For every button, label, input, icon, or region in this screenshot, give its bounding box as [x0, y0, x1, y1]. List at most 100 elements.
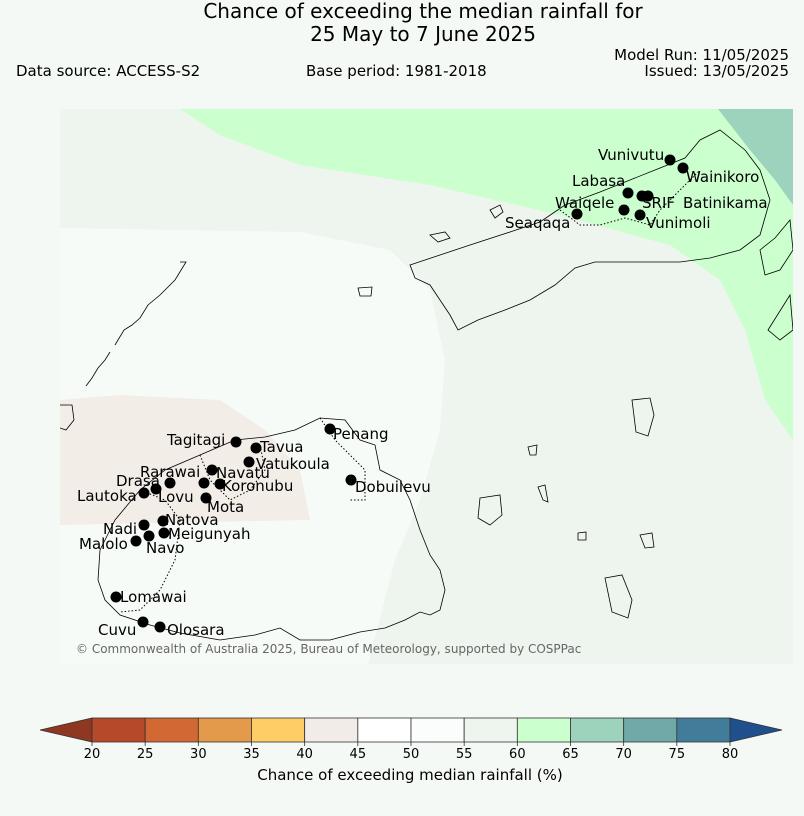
town-penang: Penang — [324, 423, 388, 443]
town-label: Koronubu — [222, 477, 293, 495]
town-label: Vunimoli — [646, 214, 711, 232]
base-period: Base period: 1981-2018 — [306, 62, 487, 80]
island-9 — [577, 531, 587, 541]
colorbar: 20 25 30 35 40 45 50 55 60 65 70 75 80 — [39, 717, 783, 762]
island-8 — [639, 532, 655, 549]
town-navatu: Navatu — [198, 464, 270, 489]
town-label: Navo — [146, 539, 184, 557]
colorbar-tick-label: 75 — [669, 747, 686, 762]
colorbar-swatch — [570, 717, 625, 743]
colorbar-swatch — [304, 717, 359, 743]
town-marker-dot — [324, 423, 336, 435]
town-dobuilevu: Dobuilevu — [345, 474, 431, 496]
district-boundaries — [119, 169, 701, 613]
colorbar-tick-label: 60 — [509, 747, 526, 762]
town-label: Lautoka — [77, 487, 137, 505]
town-marker-dot — [143, 530, 155, 542]
island-6 — [527, 444, 538, 456]
colorbar-tick-label: 40 — [296, 747, 313, 762]
town-markers: Vunivutu Wainikoro Labasa Waiqele SRIF Batini… — [77, 146, 768, 639]
colorbar-swatch — [623, 717, 678, 743]
colorbar-over-arrow — [729, 717, 783, 743]
town-marker-dot — [677, 162, 689, 174]
town-marker-dot — [230, 436, 242, 448]
band-45-50 — [60, 395, 310, 525]
town-label: Tavua — [259, 438, 303, 456]
western-islets — [60, 404, 75, 431]
town-srif: SRIF — [636, 190, 675, 212]
town-label: Batinikama — [683, 194, 768, 212]
town-batinikama: Batinikama — [642, 190, 768, 212]
town-vatukoula: Vatukoula — [243, 455, 330, 473]
data-source: Data source: ACCESS-S2 — [16, 62, 201, 80]
town-meigunyah: Meigunyah — [158, 525, 250, 543]
colorbar-swatch — [676, 717, 731, 743]
town-marker-dot — [642, 190, 654, 202]
town-rarawai: Rarawai — [140, 463, 218, 481]
town-marker-dot — [250, 442, 262, 454]
island-4 — [604, 574, 633, 619]
colorbar-swatch — [91, 717, 146, 743]
town-tagitagi: Tagitagi — [166, 431, 242, 449]
lau-islet — [489, 204, 504, 219]
town-label: Vunivutu — [598, 146, 664, 164]
town-label: Mota — [207, 498, 244, 516]
colorbar-tick-label: 50 — [403, 747, 420, 762]
copyright-notice: © Commonwealth of Australia 2025, Bureau… — [76, 642, 581, 656]
town-label: Rarawai — [140, 463, 200, 481]
town-label: Nadi — [103, 520, 137, 538]
colorbar-tick-label: 55 — [456, 747, 473, 762]
town-marker-dot — [137, 616, 149, 628]
town-label: Lovu — [158, 488, 194, 506]
colorbar-title: Chance of exceeding median rainfall (%) — [257, 766, 562, 784]
town-label: Seaqaqa — [505, 214, 570, 232]
town-label: Lomawai — [120, 588, 187, 606]
town-marker-dot — [158, 527, 170, 539]
yasawa-south — [85, 351, 111, 387]
town-vunivutu: Vunivutu — [598, 146, 676, 166]
town-natova: Natova — [157, 511, 219, 529]
colorbar-swatch — [144, 717, 199, 743]
viti-levu-coast — [97, 417, 446, 641]
town-malolo: Malolo — [79, 535, 142, 553]
town-marker-dot — [138, 519, 150, 531]
town-tavua: Tavua — [250, 438, 303, 456]
town-label: Vatukoula — [256, 455, 330, 473]
town-marker-dot — [206, 464, 218, 476]
town-marker-dot — [345, 474, 357, 486]
town-label: Cuvu — [98, 621, 136, 639]
colorbar-tick-label: 45 — [350, 747, 367, 762]
map-title: Chance of exceeding the median rainfall … — [0, 0, 804, 46]
town-vunimoli: Vunimoli — [634, 209, 711, 232]
colorbar-swatch — [357, 717, 412, 743]
colorbar-swatch — [197, 717, 252, 743]
town-label: Labasa — [572, 172, 625, 190]
colorbar-swatch — [516, 717, 571, 743]
town-label: Dobuilevu — [355, 478, 431, 496]
town-marker-dot — [618, 204, 630, 216]
island-1 — [767, 293, 793, 341]
colorbar-tick-label: 20 — [84, 747, 101, 762]
town-marker-dot — [130, 535, 142, 547]
town-label: Wainikoro — [686, 168, 759, 186]
model-run: Model Run: 11/05/2025 — [614, 46, 789, 64]
town-mota: Mota — [200, 492, 244, 516]
colorbar-tick-label: 30 — [190, 747, 207, 762]
town-marker-dot — [198, 477, 210, 489]
title-line-2: 25 May to 7 June 2025 — [310, 22, 536, 46]
colorbar-tick-label: 65 — [562, 747, 579, 762]
town-label: Drasa — [116, 472, 160, 490]
town-marker-dot — [634, 209, 646, 221]
town-label: Navatu — [216, 464, 270, 482]
town-labasa: Labasa — [572, 172, 634, 199]
town-lovu: Lovu — [158, 477, 194, 506]
colorbar-under-arrow — [39, 717, 93, 743]
colorbar-tick-label: 80 — [722, 747, 739, 762]
yasawa-chain — [114, 261, 187, 346]
issued-date: Issued: 13/05/2025 — [644, 62, 789, 80]
island-7 — [537, 484, 549, 503]
town-marker-dot — [571, 208, 583, 220]
island-2 — [631, 397, 655, 437]
taveuni-coast — [759, 219, 793, 276]
